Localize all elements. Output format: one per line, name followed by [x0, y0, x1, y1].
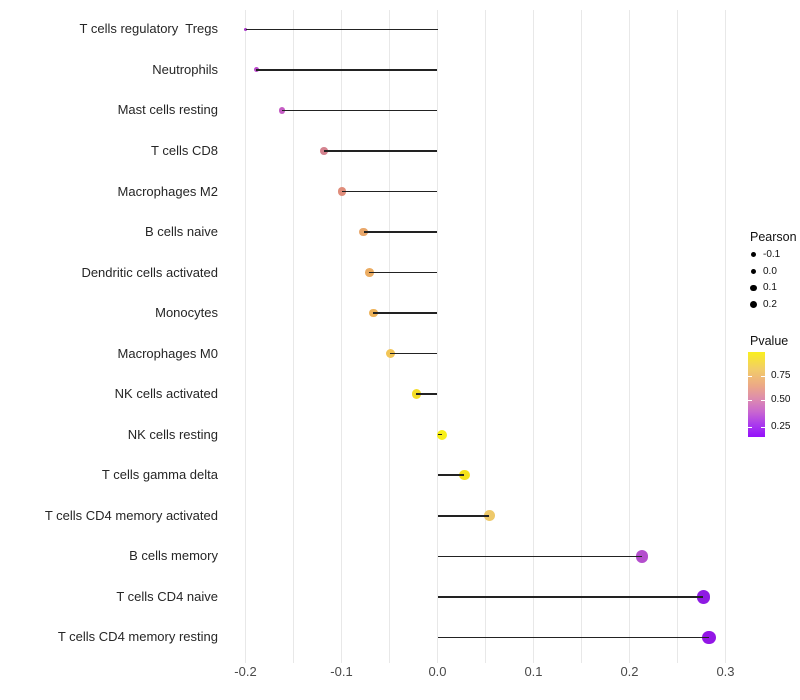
y-axis-label: B cells naive [145, 224, 218, 240]
stem-line [437, 636, 710, 639]
gridline [581, 10, 582, 663]
pearson-legend-dot [750, 268, 757, 275]
y-axis-label: Mast cells resting [117, 102, 218, 118]
stem-line [390, 352, 438, 355]
data-point [702, 630, 716, 645]
gridline [245, 10, 246, 663]
y-axis-label: Monocytes [155, 305, 218, 321]
stem-line [281, 109, 438, 112]
y-axis-label: B cells memory [129, 548, 218, 564]
pvalue-tick-label: 0.25 [771, 421, 791, 432]
x-axis-tick-label: 0.2 [620, 664, 639, 679]
stem-line [416, 393, 438, 395]
stem-line [437, 433, 443, 436]
y-axis-label: T cells regulatory Tregs [79, 21, 218, 37]
x-axis-tick-label: -0.1 [330, 664, 353, 679]
gridline [485, 10, 486, 663]
data-point [278, 107, 286, 114]
stem-line [437, 515, 490, 517]
x-axis-tick-label: -0.2 [234, 664, 257, 679]
stem-line [245, 28, 438, 31]
gridline [629, 10, 630, 663]
y-axis-label: T cells gamma delta [101, 467, 218, 483]
pvalue-tick-label: 0.75 [771, 370, 791, 381]
x-axis-tick-label: 0.3 [716, 664, 735, 679]
gridline [677, 10, 678, 663]
colorbar-tick-mark [761, 427, 765, 428]
colorbar-tick-mark [748, 400, 752, 401]
gridline [293, 10, 294, 663]
x-axis-tick-label: 0.0 [428, 664, 447, 679]
y-axis-label: Neutrophils [152, 61, 218, 77]
stem-line [342, 190, 438, 193]
pearson-legend-dot [751, 252, 756, 257]
y-axis-label: Macrophages M0 [117, 345, 218, 361]
stem-line [373, 312, 438, 314]
pearson-legend-label: -0.1 [763, 248, 781, 260]
gridline [341, 10, 342, 663]
pvalue-tick-label: 0.50 [771, 394, 791, 405]
gridline [437, 10, 438, 663]
data-point [385, 349, 395, 359]
pearson-legend-title: Pearson [750, 230, 797, 244]
stem-line [437, 474, 465, 476]
y-axis-label: Dendritic cells activated [81, 264, 218, 280]
colorbar-tick-mark [748, 427, 752, 428]
data-point [359, 227, 368, 237]
y-axis-label: Macrophages M2 [117, 183, 218, 199]
stem-line [437, 596, 704, 598]
stem-line [324, 150, 438, 152]
y-axis-label: T cells CD8 [151, 142, 218, 158]
pearson-legend-label: 0.2 [763, 298, 777, 310]
pearson-legend-dot [750, 301, 757, 308]
data-point [696, 590, 711, 604]
y-axis-label: NK cells resting [127, 426, 218, 442]
colorbar-tick-mark [748, 376, 752, 377]
data-point [320, 147, 329, 155]
y-axis-label: T cells CD4 naive [116, 588, 218, 604]
y-axis-label: T cells CD4 memory activated [44, 507, 218, 523]
stem-line [256, 69, 438, 71]
y-axis-label: NK cells activated [114, 386, 218, 402]
y-axis-label: T cells CD4 memory resting [57, 629, 218, 645]
pearson-legend-label: 0.1 [763, 282, 777, 293]
stem-line [369, 271, 438, 274]
pearson-legend-dot [750, 284, 757, 292]
data-point [368, 308, 378, 318]
stem-line [437, 555, 642, 558]
x-axis-tick-label: 0.1 [524, 664, 543, 679]
pearson-legend-label: 0.0 [763, 265, 777, 277]
colorbar-tick-mark [761, 400, 765, 401]
gridline [725, 10, 726, 663]
data-point [483, 510, 495, 522]
gridline [533, 10, 534, 663]
stem-line [363, 231, 438, 233]
pvalue-colorbar [748, 352, 765, 437]
gridline [389, 10, 390, 663]
pvalue-legend-title: Pvalue [750, 334, 789, 348]
colorbar-tick-mark [761, 376, 765, 377]
